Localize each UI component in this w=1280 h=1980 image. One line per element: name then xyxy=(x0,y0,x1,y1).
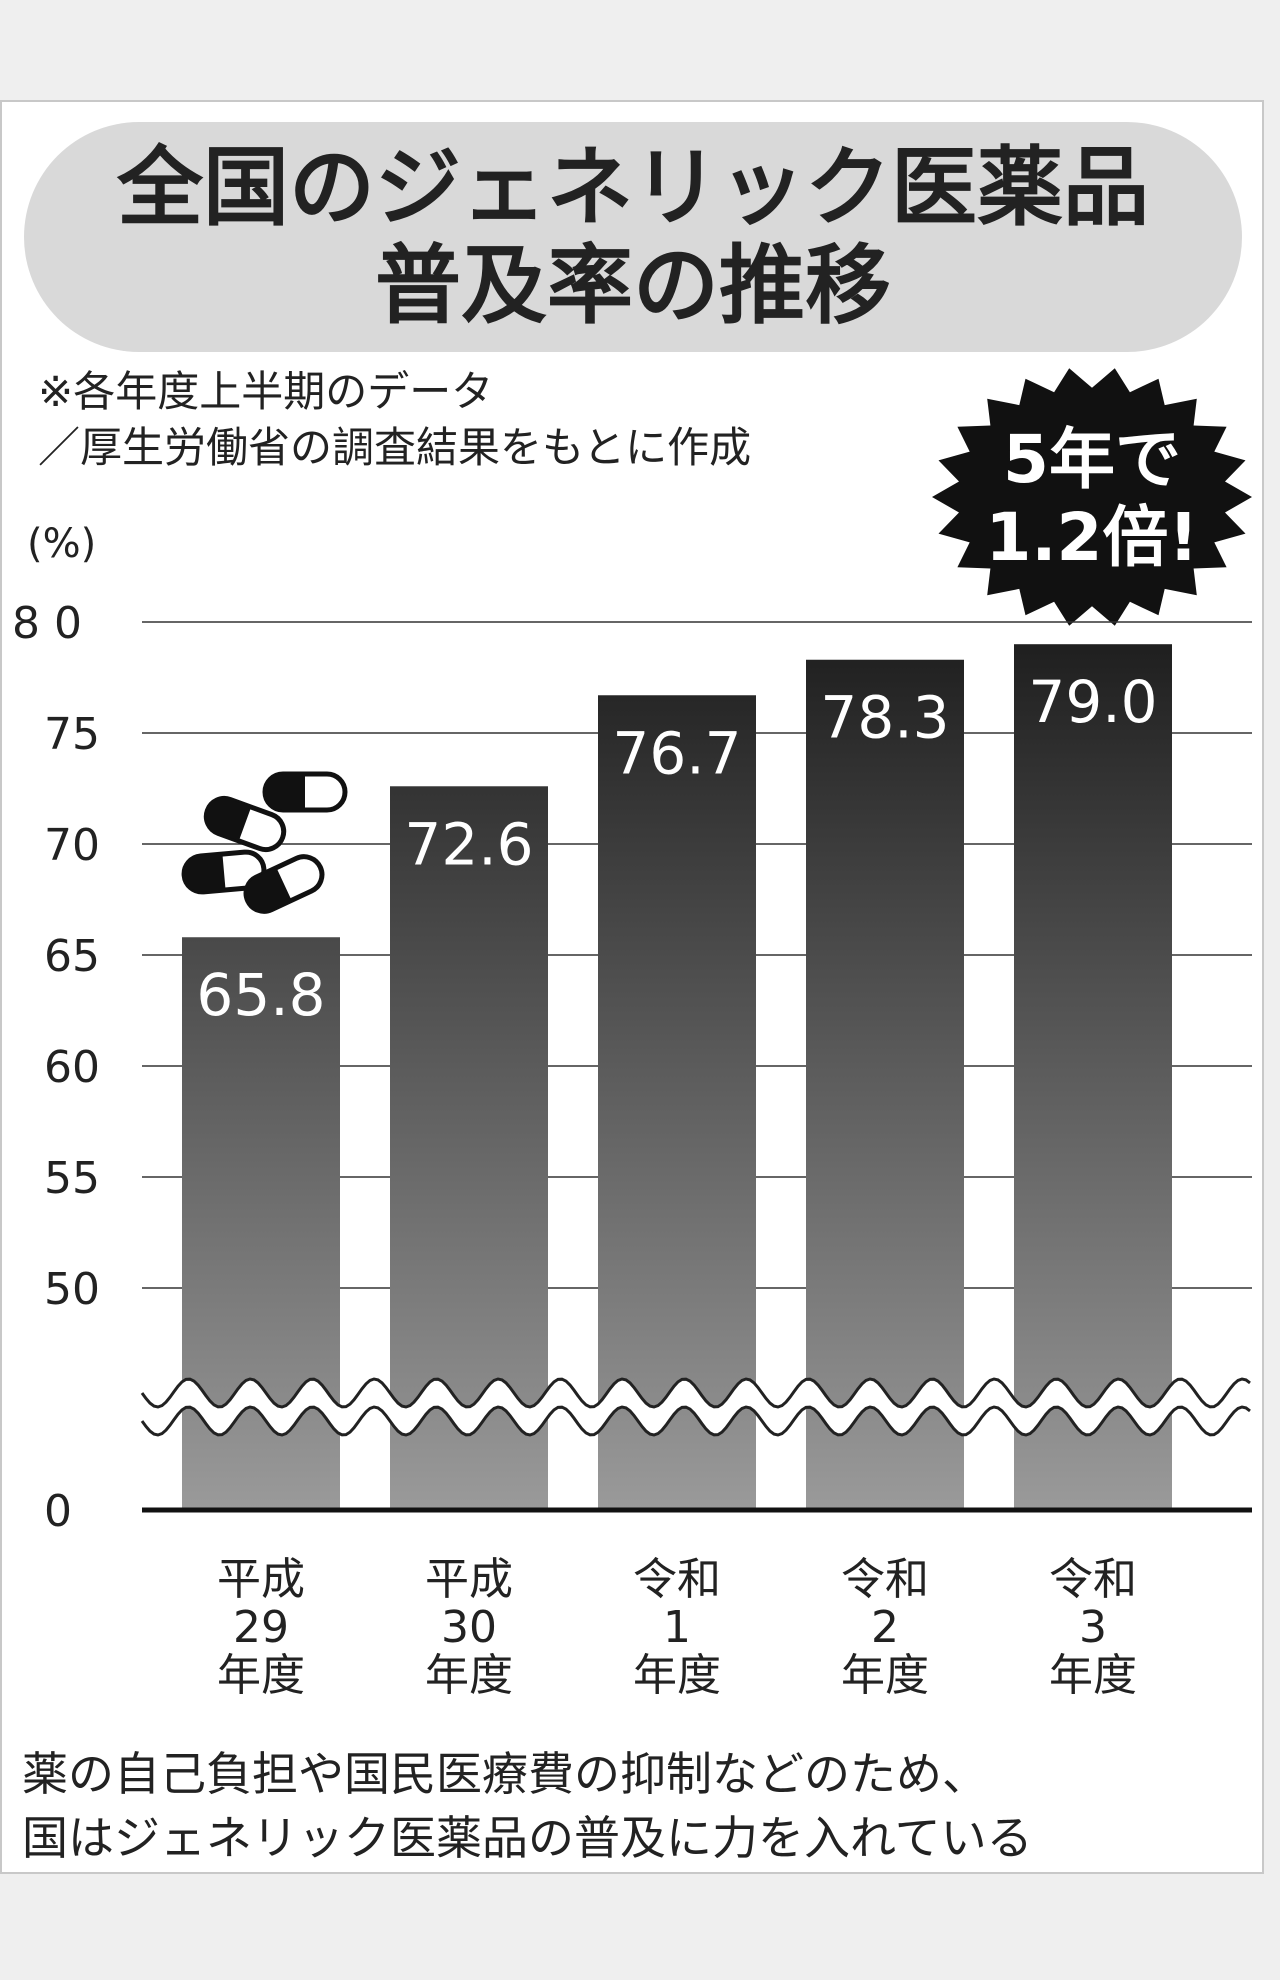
capsule-icon xyxy=(243,854,325,914)
axis-break-line-bottom xyxy=(140,1405,1251,1437)
y-tick-label: 0 xyxy=(44,1486,72,1537)
data-note: ※各年度上半期のデータ xyxy=(38,367,494,416)
x-tick-label: 2 xyxy=(871,1602,899,1653)
callout-line-1: 5年で xyxy=(1003,421,1181,498)
y-tick-label: 8 0 xyxy=(12,598,82,649)
callout-burst: 5年で 1.2倍! xyxy=(927,362,1257,632)
x-tick-label: 1 xyxy=(663,1602,691,1653)
footer-caption: 薬の自己負担や国民医療費の抑制などのため、 国はジェネリック医薬品の普及に力を入… xyxy=(22,1742,1033,1870)
x-tick-label: 令和 xyxy=(841,1554,929,1605)
chart-card: 全国のジェネリック医薬品 普及率の推移 ※各年度上半期のデータ ／厚生労働省の調… xyxy=(0,100,1264,1874)
axis-break-line-top xyxy=(140,1377,1251,1409)
capsule-icon xyxy=(181,849,267,895)
data-label: 65.8 xyxy=(196,961,325,1029)
x-tick-label: 年度 xyxy=(633,1650,721,1701)
data-label: 72.6 xyxy=(404,810,533,878)
data-label: 78.3 xyxy=(820,684,949,752)
callout-line-2: 1.2倍! xyxy=(985,499,1199,576)
x-tick-label: 令和 xyxy=(1049,1554,1137,1605)
x-tick-label: 年度 xyxy=(1049,1650,1137,1701)
footer-line-1: 薬の自己負担や国民医療費の抑制などのため、 xyxy=(22,1747,988,1801)
x-tick-label: 29 xyxy=(233,1602,289,1653)
capsule-pills-icon xyxy=(181,771,348,914)
x-tick-label: 平成 xyxy=(217,1554,305,1605)
capsule-icon xyxy=(262,771,348,813)
y-tick-label: 50 xyxy=(44,1264,100,1315)
data-label: 79.0 xyxy=(1028,668,1157,736)
y-tick-label: 70 xyxy=(44,820,100,871)
bar-2 xyxy=(390,786,548,1510)
chart-title-line-2: 普及率の推移 xyxy=(375,236,891,336)
footer-line-2: 国はジェネリック医薬品の普及に力を入れている xyxy=(22,1811,1033,1865)
bar-chart: (%)8 0757065605550065.8平成29年度72.6平成30年度7… xyxy=(12,521,1252,1701)
starburst-icon xyxy=(932,368,1252,626)
y-tick-label: 55 xyxy=(44,1153,100,1204)
y-tick-label: 75 xyxy=(44,709,100,760)
y-tick-label: 65 xyxy=(44,931,100,982)
chart-title-line-1: 全国のジェネリック医薬品 xyxy=(117,138,1149,238)
source-note: ／厚生労働省の調査結果をもとに作成 xyxy=(38,423,752,472)
data-label: 76.7 xyxy=(612,719,741,787)
x-tick-label: 年度 xyxy=(425,1650,513,1701)
x-tick-label: 平成 xyxy=(425,1554,513,1605)
y-unit-label: (%) xyxy=(27,521,96,567)
title-banner: 全国のジェネリック医薬品 普及率の推移 xyxy=(24,122,1242,352)
bar-4 xyxy=(806,659,964,1510)
bar-3 xyxy=(598,695,756,1510)
capsule-icon xyxy=(203,795,287,853)
x-tick-label: 3 xyxy=(1079,1602,1107,1653)
x-tick-label: 年度 xyxy=(217,1650,305,1701)
bar-5 xyxy=(1014,644,1172,1510)
x-tick-label: 年度 xyxy=(841,1650,929,1701)
x-tick-label: 令和 xyxy=(633,1554,721,1605)
x-tick-label: 30 xyxy=(441,1602,497,1653)
y-tick-label: 60 xyxy=(44,1042,100,1093)
